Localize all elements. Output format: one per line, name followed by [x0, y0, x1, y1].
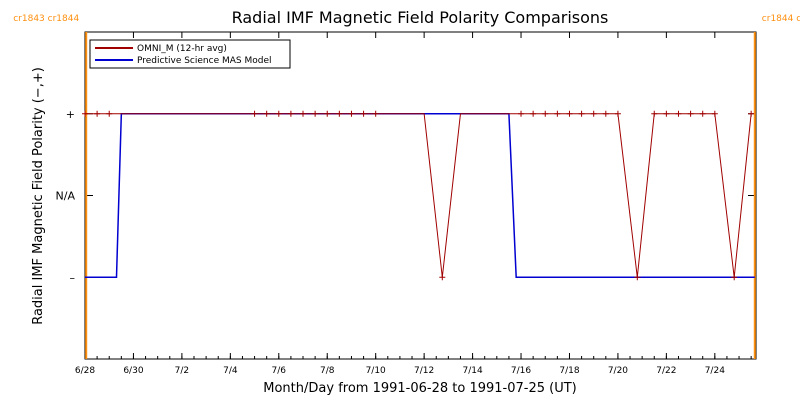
omni-marker-1 — [94, 110, 101, 117]
x-tick-label-13: 7/24 — [705, 366, 725, 376]
x-tick-label-1: 6/30 — [123, 366, 143, 376]
omni-marker-50 — [711, 110, 718, 117]
omni-marker-39 — [566, 110, 573, 117]
series-line-mas — [85, 113, 755, 278]
omni-marker-17 — [287, 110, 294, 117]
x-tick-label-9: 7/16 — [511, 366, 531, 376]
x-tick-label-4: 7/6 — [272, 366, 287, 376]
omni-marker-46 — [663, 110, 670, 117]
omni-marker-15 — [263, 110, 270, 117]
omni-marker-36 — [530, 110, 537, 117]
legend-label-omni: OMNI_M (12-hr avg) — [137, 44, 227, 54]
omni-marker-24 — [372, 110, 379, 117]
omni-marker-44 — [634, 274, 641, 281]
omni-marker-38 — [554, 110, 561, 117]
x-tick-label-6: 7/10 — [366, 366, 386, 376]
omni-marker-47 — [675, 110, 682, 117]
omni-marker-42 — [602, 110, 609, 117]
plot-frame — [84, 31, 757, 360]
omni-marker-35 — [518, 110, 525, 117]
rotation-markers: cr1843 cr1844 cr1844 cr1845 — [13, 14, 800, 359]
x-axis-ticks: 6/28 6/30 7/2 7/4 7/6 7/8 7/10 7/12 7/14 7/16 7/18… — [75, 32, 752, 376]
x-tick-label-8: 7/14 — [462, 366, 482, 376]
omni-marker-37 — [542, 110, 549, 117]
x-tick-label-2: 7/2 — [175, 366, 189, 376]
omni-marker-45 — [651, 110, 658, 117]
series-line-omni — [85, 113, 752, 278]
omni-marker-23 — [360, 110, 367, 117]
omni-marker-41 — [590, 110, 597, 117]
y-tick-label-0: + — [66, 108, 75, 121]
omni-marker-20 — [324, 110, 331, 117]
legend-label-mas: Predictive Science MAS Model — [137, 56, 272, 66]
omni-marker-0 — [82, 110, 88, 117]
omni-marker-40 — [578, 110, 585, 117]
omni-marker-43 — [614, 110, 621, 117]
x-tick-label-7: 7/12 — [414, 366, 434, 376]
omni-marker-2 — [106, 110, 113, 117]
omni-marker-18 — [300, 110, 307, 117]
legend: OMNI_M (12-hr avg) Predictive Science MA… — [89, 39, 291, 69]
omni-marker-49 — [699, 110, 706, 117]
x-axis-label: Month/Day from 1991-06-28 to 1991-07-25 … — [263, 381, 576, 396]
rotation-label-0: cr1843 cr1844 — [13, 14, 79, 24]
omni-marker-21 — [336, 110, 343, 117]
omni-marker-14 — [251, 110, 258, 117]
x-tick-label-5: 7/8 — [320, 366, 335, 376]
y-axis-ticks: + N/A – — [56, 108, 756, 284]
rotation-label-1: cr1844 cr1845 — [762, 14, 800, 24]
y-tick-label-1: N/A — [56, 190, 76, 203]
omni-marker-19 — [312, 110, 319, 117]
series-layer — [82, 110, 755, 281]
x-tick-label-12: 7/22 — [656, 366, 676, 376]
omni-marker-29 — [439, 274, 446, 281]
omni-marker-16 — [275, 110, 282, 117]
x-tick-label-3: 7/4 — [223, 366, 238, 376]
y-axis-label: Radial IMF Magnetic Field Polarity (−,+) — [31, 67, 46, 325]
omni-marker-51 — [731, 274, 738, 281]
y-tick-label-2: – — [70, 271, 76, 284]
x-tick-label-11: 7/20 — [608, 366, 628, 376]
omni-marker-22 — [348, 110, 355, 117]
omni-marker-52 — [748, 110, 755, 117]
x-tick-label-10: 7/18 — [559, 366, 579, 376]
x-tick-label-0: 6/28 — [75, 366, 95, 376]
chart-title: Radial IMF Magnetic Field Polarity Compa… — [232, 8, 609, 27]
legend-box — [89, 39, 291, 69]
omni-marker-48 — [687, 110, 694, 117]
